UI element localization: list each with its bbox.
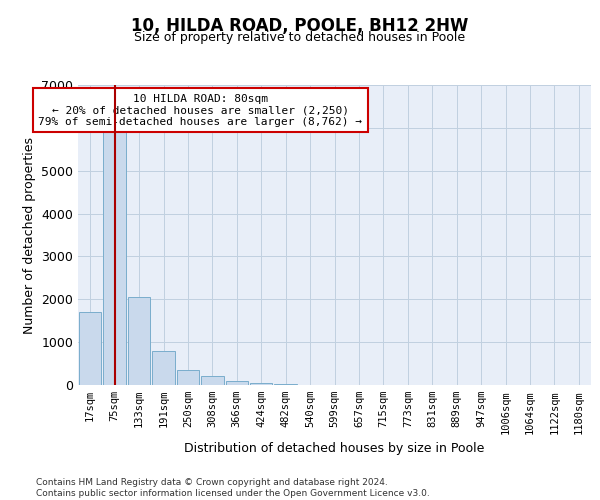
Bar [201,376,224,385]
Bar [176,370,199,385]
Text: 10, HILDA ROAD, POOLE, BH12 2HW: 10, HILDA ROAD, POOLE, BH12 2HW [131,18,469,36]
Text: Size of property relative to detached houses in Poole: Size of property relative to detached ho… [134,31,466,44]
Bar [250,383,272,385]
Bar [103,124,126,385]
Bar [274,384,297,385]
Text: Contains HM Land Registry data © Crown copyright and database right 2024.
Contai: Contains HM Land Registry data © Crown c… [36,478,430,498]
Bar [79,312,101,385]
X-axis label: Distribution of detached houses by size in Poole: Distribution of detached houses by size … [184,442,485,455]
Y-axis label: Number of detached properties: Number of detached properties [23,136,35,334]
Bar [128,297,151,385]
Text: 10 HILDA ROAD: 80sqm
← 20% of detached houses are smaller (2,250)
79% of semi-de: 10 HILDA ROAD: 80sqm ← 20% of detached h… [38,94,362,127]
Bar [226,380,248,385]
Bar [152,350,175,385]
